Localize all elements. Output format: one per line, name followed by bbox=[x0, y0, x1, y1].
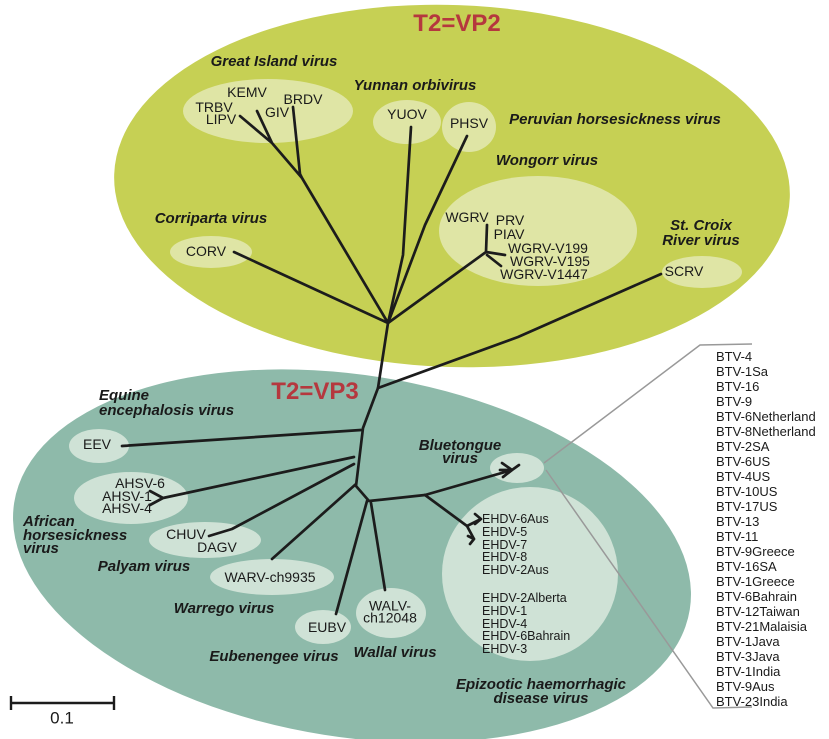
great-island-ellipse bbox=[183, 79, 353, 143]
group-label-peruvian: Peruvian horsesickness virus bbox=[509, 110, 721, 128]
scale-bar-line bbox=[9, 696, 116, 710]
strain-wgrv-v195: WGRV-V195 bbox=[510, 253, 590, 269]
group-label-palyam: Palyam virus bbox=[97, 557, 191, 575]
wallal-ellipse bbox=[356, 588, 426, 638]
branch-eubenengee bbox=[334, 499, 369, 616]
phylo-branches bbox=[120, 105, 663, 616]
strain-piav: PIAV bbox=[493, 226, 525, 242]
strain-scrv: SCRV bbox=[664, 263, 704, 279]
yunnan-ellipse bbox=[373, 100, 441, 144]
strain-ahsv-4: AHSV-4 bbox=[102, 500, 152, 516]
branch-bluetongue-collapsed bbox=[423, 461, 521, 497]
clade-title-vp3: T2=VP3 bbox=[271, 378, 359, 405]
branch-ehdv bbox=[423, 493, 483, 546]
ehdv-strain-list-upper: EHDV-6Aus EHDV-5 EHDV-7 EHDV-8 EHDV-2Aus bbox=[482, 512, 549, 578]
strain-kemv: KEMV bbox=[227, 84, 267, 100]
wongorr-ellipse bbox=[439, 176, 637, 286]
strain-ahsv-6: AHSV-6 bbox=[115, 475, 165, 491]
strain-wgrv-v199: WGRV-V199 bbox=[508, 240, 588, 256]
group-label-equine: Equine encephalosis virus bbox=[99, 387, 235, 419]
strain-lipv: LIPV bbox=[205, 111, 237, 127]
group-label-yunnan: Yunnan orbivirus bbox=[353, 76, 477, 94]
eev-ellipse bbox=[69, 429, 129, 463]
peruvian-ellipse bbox=[442, 102, 496, 152]
ahsv-ellipse bbox=[74, 472, 188, 524]
strain-walv-ch12048: WALV- ch12048 bbox=[363, 597, 417, 625]
group-label-wallal: Wallal virus bbox=[353, 643, 437, 661]
strain-wgrv: WGRV bbox=[445, 209, 489, 225]
branch-eev bbox=[120, 428, 363, 448]
group-label-ehdv: Epizootic haemorrhagic disease virus bbox=[455, 676, 627, 707]
corriparta-ellipse bbox=[170, 236, 252, 268]
branch-wallal bbox=[369, 501, 387, 592]
branch-ahsv bbox=[148, 455, 356, 507]
group-label-wongorr: Wongorr virus bbox=[495, 151, 599, 169]
strain-eev: EEV bbox=[82, 436, 112, 452]
eubenengee-ellipse bbox=[295, 610, 351, 644]
branch-warrego bbox=[270, 482, 358, 561]
palyam-ellipse bbox=[149, 522, 261, 558]
strain-yuov: YUOV bbox=[387, 106, 427, 122]
warrego-ellipse bbox=[210, 559, 334, 595]
scale-bar bbox=[9, 696, 116, 710]
strain-corv: CORV bbox=[185, 243, 227, 259]
strain-wgrv-v1447: WGRV-V1447 bbox=[500, 266, 588, 282]
group-label-corriparta: Corriparta virus bbox=[154, 209, 268, 227]
ehdv-ellipse bbox=[442, 487, 618, 661]
branch-wongorr bbox=[386, 223, 507, 325]
branch-great-island bbox=[238, 105, 390, 325]
branch-corriparta bbox=[232, 250, 390, 325]
strain-eubv: EUBV bbox=[307, 619, 347, 635]
btv-strain-list: BTV-4 BTV-1Sa BTV-16 BTV-9 BTV-6Netherla… bbox=[716, 349, 816, 709]
strain-warv-ch9935: WARV-ch9935 bbox=[224, 569, 316, 585]
strain-dagv: DAGV bbox=[197, 539, 237, 555]
strain-ahsv-1: AHSV-1 bbox=[102, 488, 152, 504]
branch-palyam bbox=[207, 462, 356, 538]
st-croix-ellipse bbox=[662, 256, 742, 288]
btv-callout-lines bbox=[543, 343, 753, 709]
branch-yunnan bbox=[386, 125, 413, 325]
group-label-warrego: Warrego virus bbox=[173, 599, 275, 617]
branch-trunk bbox=[354, 321, 427, 503]
group-label-eubenengee: Eubenengee virus bbox=[209, 647, 339, 665]
ehdv-strain-list-lower: EHDV-2Alberta EHDV-1 EHDV-4 EHDV-6Bahrai… bbox=[482, 591, 571, 657]
strain-chuv: CHUV bbox=[166, 526, 206, 542]
strain-prv: PRV bbox=[495, 212, 525, 228]
species-ellipses bbox=[170, 79, 742, 288]
callout-upper-line bbox=[543, 343, 753, 464]
branch-st-croix bbox=[376, 272, 663, 390]
group-label-great-island: Great Island virus bbox=[210, 52, 338, 70]
strain-trbv: TRBV bbox=[195, 99, 233, 115]
clade-title-vp2: T2=VP2 bbox=[413, 10, 501, 37]
group-label-st-croix: St. Croix River virus bbox=[662, 217, 740, 249]
strain-brdv: BRDV bbox=[283, 91, 323, 107]
strain-giv: GIV bbox=[264, 104, 290, 120]
group-label-bluetongue: Bluetongue virus bbox=[418, 437, 502, 467]
branch-peruvian bbox=[386, 134, 469, 325]
strain-phsv: PHSV bbox=[449, 115, 489, 131]
group-label-african: African horsesickness virus bbox=[23, 513, 128, 557]
scale-bar-label: 0.1 bbox=[50, 708, 74, 728]
callout-lower-line bbox=[545, 469, 753, 709]
